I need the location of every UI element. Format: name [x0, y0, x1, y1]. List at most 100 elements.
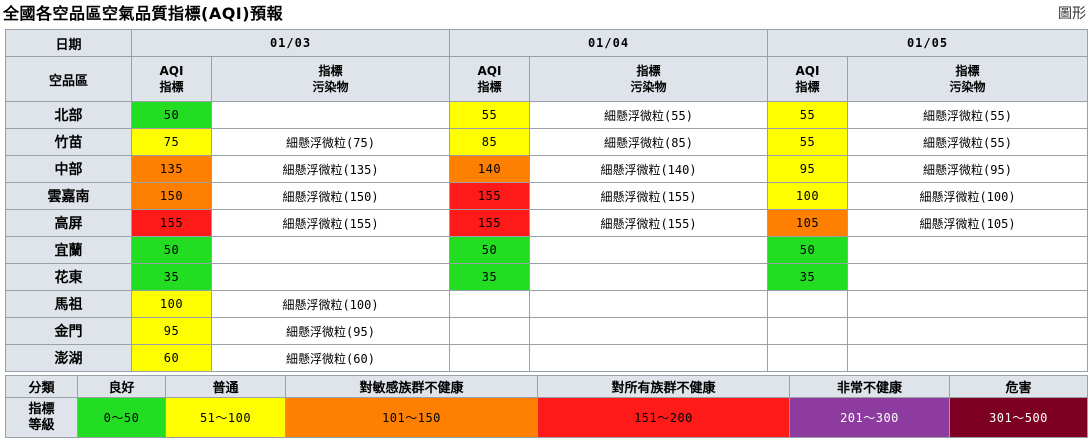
aqi-value-cell: 55	[767, 101, 848, 129]
legend-level-name: 危害	[949, 375, 1088, 398]
table-row: 澎湖 60 細懸浮微粒(60)	[5, 344, 1088, 372]
table-row: 花東 35 35 35	[5, 263, 1088, 291]
region-name: 竹苗	[5, 128, 132, 156]
pollutant-cell: 細懸浮微粒(100)	[847, 182, 1088, 210]
region-name: 馬祖	[5, 290, 132, 318]
aqi-value-cell: 95	[131, 317, 212, 345]
pollutant-cell	[529, 344, 768, 372]
aqi-value-cell: 140	[449, 155, 530, 183]
pollutant-column-header: 指標 污染物	[529, 56, 768, 102]
aqi-value-cell: 85	[449, 128, 530, 156]
legend-level-name: 非常不健康	[789, 375, 950, 398]
aqi-forecast-table: 日期 01/03 01/04 01/05 空品區 AQI 指標 指標 污染物 AQI…	[5, 29, 1088, 372]
aqi-value-cell	[449, 290, 530, 318]
region-name: 花東	[5, 263, 132, 291]
date-column-header: 01/03	[131, 29, 450, 57]
aqi-value-cell: 55	[767, 128, 848, 156]
pollutant-cell	[529, 317, 768, 345]
pollutant-cell: 細懸浮微粒(155)	[529, 182, 768, 210]
aqi-value-cell: 75	[131, 128, 212, 156]
aqi-value-cell	[449, 344, 530, 372]
pollutant-cell: 細懸浮微粒(55)	[847, 101, 1088, 129]
date-header-row: 日期 01/03 01/04 01/05	[5, 29, 1088, 57]
legend-level-range: 301～500	[949, 397, 1088, 438]
aqi-value-cell: 35	[131, 263, 212, 291]
legend-level-name: 良好	[77, 375, 166, 398]
pollutant-cell	[847, 317, 1088, 345]
pollutant-cell: 細懸浮微粒(100)	[211, 290, 450, 318]
aqi-column-header: AQI 指標	[131, 56, 212, 102]
aqi-value-cell: 105	[767, 209, 848, 237]
pollutant-cell: 細懸浮微粒(95)	[847, 155, 1088, 183]
region-name: 雲嘉南	[5, 182, 132, 210]
aqi-column-header: AQI 指標	[449, 56, 530, 102]
pollutant-cell	[529, 236, 768, 264]
pollutant-cell: 細懸浮微粒(55)	[847, 128, 1088, 156]
aqi-value-cell: 95	[767, 155, 848, 183]
aqi-value-cell: 100	[767, 182, 848, 210]
legend-level-name: 對所有族群不健康	[537, 375, 790, 398]
pollutant-column-header: 指標 污染物	[847, 56, 1088, 102]
pollutant-cell	[847, 263, 1088, 291]
legend-level-range: 0～50	[77, 397, 166, 438]
legend-level-name: 普通	[165, 375, 286, 398]
subheader-row: 空品區 AQI 指標 指標 污染物 AQI 指標 指標 污染物 AQI 指標 指標 污染物	[5, 56, 1088, 102]
aqi-column-header: AQI 指標	[767, 56, 848, 102]
legend-level-range: 151～200	[537, 397, 790, 438]
pollutant-cell: 細懸浮微粒(155)	[211, 209, 450, 237]
region-name: 北部	[5, 101, 132, 129]
pollutant-cell	[847, 290, 1088, 318]
graph-view-link[interactable]: 圖形	[1058, 6, 1086, 22]
aqi-value-cell: 155	[449, 182, 530, 210]
table-row: 金門 95 細懸浮微粒(95)	[5, 317, 1088, 345]
region-name: 金門	[5, 317, 132, 345]
date-column-header: 01/04	[449, 29, 768, 57]
table-row: 宜蘭 50 50 50	[5, 236, 1088, 264]
pollutant-cell	[529, 263, 768, 291]
aqi-value-cell: 155	[449, 209, 530, 237]
aqi-value-cell: 55	[449, 101, 530, 129]
region-header-label: 空品區	[5, 56, 132, 102]
pollutant-cell: 細懸浮微粒(155)	[529, 209, 768, 237]
pollutant-cell: 細懸浮微粒(85)	[529, 128, 768, 156]
pollutant-cell	[211, 263, 450, 291]
table-row: 北部 50 55 細懸浮微粒(55) 55 細懸浮微粒(55)	[5, 101, 1088, 129]
pollutant-cell	[847, 236, 1088, 264]
region-name: 宜蘭	[5, 236, 132, 264]
pollutant-cell	[211, 101, 450, 129]
region-name: 中部	[5, 155, 132, 183]
pollutant-cell: 細懸浮微粒(150)	[211, 182, 450, 210]
aqi-legend-table: 分類 良好 普通 對敏感族群不健康 對所有族群不健康 非常不健康 危害 指標 等級 0～50…	[5, 375, 1088, 438]
aqi-value-cell	[767, 290, 848, 318]
pollutant-cell: 細懸浮微粒(105)	[847, 209, 1088, 237]
pollutant-cell	[529, 290, 768, 318]
pollutant-column-header: 指標 污染物	[211, 56, 450, 102]
legend-level-name: 對敏感族群不健康	[285, 375, 538, 398]
pollutant-cell	[847, 344, 1088, 372]
table-row: 中部 135 細懸浮微粒(135) 140 細懸浮微粒(140) 95 細懸浮微粒(95)	[5, 155, 1088, 183]
aqi-value-cell: 35	[449, 263, 530, 291]
pollutant-cell: 細懸浮微粒(135)	[211, 155, 450, 183]
table-row: 雲嘉南 150 細懸浮微粒(150) 155 細懸浮微粒(155) 100 細懸浮微粒(10…	[5, 182, 1088, 210]
region-name: 澎湖	[5, 344, 132, 372]
legend-index-label: 指標 等級	[5, 397, 78, 438]
aqi-value-cell	[767, 317, 848, 345]
legend-category-label: 分類	[5, 375, 78, 398]
aqi-value-cell: 50	[449, 236, 530, 264]
aqi-value-cell: 50	[131, 236, 212, 264]
aqi-value-cell: 150	[131, 182, 212, 210]
aqi-value-cell: 35	[767, 263, 848, 291]
aqi-value-cell	[767, 344, 848, 372]
pollutant-cell	[211, 236, 450, 264]
pollutant-cell: 細懸浮微粒(95)	[211, 317, 450, 345]
page-title: 全國各空品區空氣品質指標(AQI)預報	[3, 4, 284, 23]
aqi-value-cell: 155	[131, 209, 212, 237]
aqi-value-cell: 135	[131, 155, 212, 183]
pollutant-cell: 細懸浮微粒(55)	[529, 101, 768, 129]
legend-level-range: 201～300	[789, 397, 950, 438]
aqi-value-cell: 50	[767, 236, 848, 264]
table-row: 高屏 155 細懸浮微粒(155) 155 細懸浮微粒(155) 105 細懸浮微粒(105…	[5, 209, 1088, 237]
aqi-value-cell: 50	[131, 101, 212, 129]
date-column-header: 01/05	[767, 29, 1088, 57]
pollutant-cell: 細懸浮微粒(140)	[529, 155, 768, 183]
